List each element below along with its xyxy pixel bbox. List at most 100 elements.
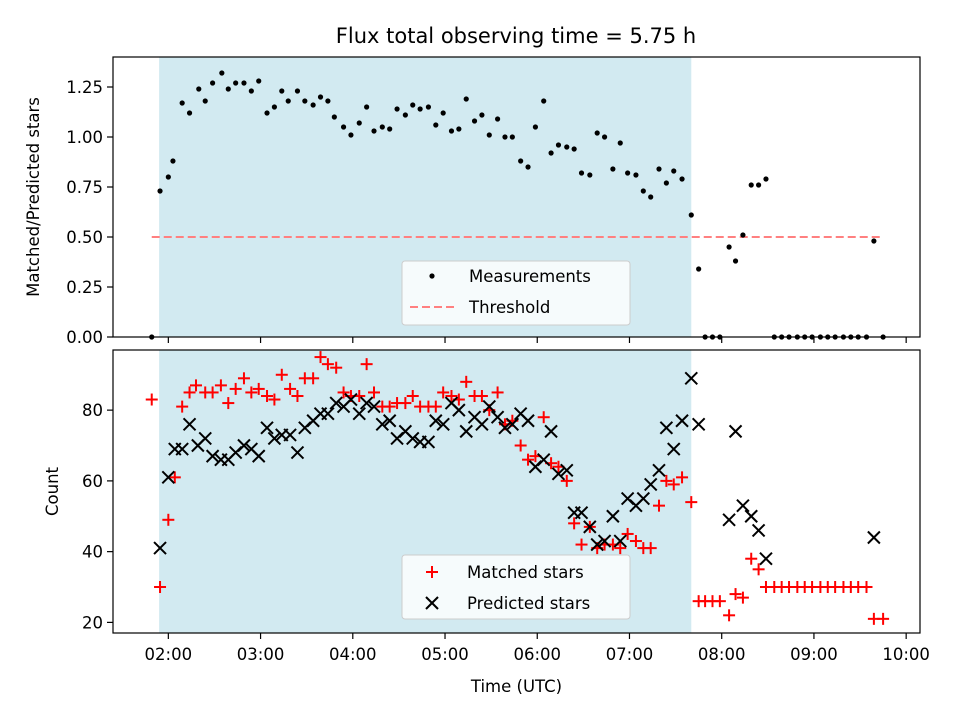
matched-star-point <box>321 358 334 371</box>
predicted-star-point-b <box>252 449 266 463</box>
matched-stars-points <box>145 351 890 625</box>
measurement-point <box>279 88 285 94</box>
measurement-point <box>417 106 423 112</box>
measurement-point <box>740 232 746 238</box>
measurement-point <box>456 126 462 132</box>
predicted-star-point <box>590 537 604 552</box>
predicted-star-point-b <box>590 537 604 552</box>
predicted-stars-legend-label: Predicted stars <box>467 594 590 613</box>
top-ytick-label: 1.00 <box>66 128 103 147</box>
matched-star-point <box>406 389 419 402</box>
measurement-point <box>594 130 600 136</box>
measurement-point <box>541 98 547 104</box>
measurement-point <box>640 188 646 194</box>
predicted-star-point-b <box>684 371 698 386</box>
measurement-point <box>463 96 469 102</box>
predicted-star-point <box>482 399 496 414</box>
measurement-point <box>170 158 176 164</box>
predicted-star-point <box>161 470 176 485</box>
predicted-star-point <box>613 534 627 548</box>
predicted-star-point-b <box>505 417 520 431</box>
matched-star-point <box>729 588 742 601</box>
predicted-star-point <box>205 449 220 463</box>
xtick-label: 07:00 <box>606 645 654 664</box>
predicted-star-point-b <box>153 541 167 555</box>
top-ytick-label: 1.25 <box>66 78 103 97</box>
predicted-star-point-b <box>513 406 528 421</box>
measurement-point <box>448 128 455 134</box>
xtick-label: 05:00 <box>421 645 469 664</box>
top-x-ticks <box>167 337 907 343</box>
predicted-star-point <box>475 417 489 431</box>
predicted-star-point-b <box>675 414 689 428</box>
predicted-legend-glyph <box>425 596 439 610</box>
measurement-point <box>610 166 616 172</box>
predicted-star-point-b <box>436 417 450 431</box>
xtick-label: 10:00 <box>882 645 930 664</box>
predicted-star-point-b <box>467 410 482 424</box>
bottom-ytick-label: 60 <box>82 472 103 491</box>
predicted-star-point <box>691 417 706 431</box>
measurement-point <box>763 176 769 182</box>
predicted-star-point-b <box>198 431 212 446</box>
matched-star-point <box>475 389 488 402</box>
top-ytick-label: 0.75 <box>66 178 103 197</box>
measurement-point <box>256 78 262 84</box>
measurement-point <box>525 164 531 170</box>
predicted-star-point-b <box>182 417 197 431</box>
measurement-point <box>494 116 501 122</box>
measurement-point <box>548 150 554 156</box>
predicted-star-point <box>198 431 212 446</box>
measurement-point <box>196 86 202 92</box>
predicted-star-point-b <box>406 431 420 446</box>
predicted-star-point <box>736 498 750 513</box>
measurement-point <box>433 122 439 128</box>
matched-star-point <box>307 372 320 385</box>
top-ytick-label: 0.25 <box>66 278 103 297</box>
matched-star-point <box>291 389 304 402</box>
measurement-point <box>233 80 239 86</box>
predicted-star-point-b <box>321 406 335 421</box>
bottom-y-ticks: 20 40 60 80 <box>82 401 113 632</box>
predicted-star-point-b <box>352 406 366 421</box>
predicted-star-point <box>505 417 520 431</box>
matched-star-point <box>568 517 581 530</box>
measurement-point <box>688 212 694 218</box>
measurement-point <box>248 88 254 94</box>
predicted-star-point-b <box>722 513 736 527</box>
matched-star-point <box>445 389 458 402</box>
predicted-star-point-b <box>490 410 505 424</box>
predicted-star-point <box>153 541 167 555</box>
xtick-label: 06:00 <box>513 645 561 664</box>
predicted-star-point <box>329 396 343 410</box>
measurements-legend-marker <box>429 273 435 279</box>
predicted-star-point-b <box>544 424 558 439</box>
predicted-star-point-b <box>382 414 397 428</box>
predicted-star-point-b <box>736 498 750 513</box>
predicted-star-point-b <box>728 424 743 439</box>
measurement-point <box>601 134 608 140</box>
predicted-star-point-b <box>659 421 674 435</box>
measurement-point <box>241 80 247 86</box>
predicted-star-point-b <box>482 399 496 414</box>
measurement-point <box>656 166 662 172</box>
predicted-star-point-b <box>237 438 251 453</box>
measurement-point <box>671 168 677 174</box>
measurement-point <box>179 100 185 106</box>
predicted-star-point <box>722 513 736 527</box>
predicted-star-point <box>290 445 305 460</box>
predicted-star-point-b <box>636 491 651 506</box>
measurement-point <box>679 176 685 182</box>
bottom-legend-box <box>401 554 631 620</box>
measurement-point <box>625 170 631 176</box>
top-y-axis-label: Matched/Predicted stars <box>24 97 43 297</box>
predicted-star-point <box>751 523 766 538</box>
predicted-star-point-b <box>459 424 473 439</box>
matched-star-point <box>168 471 181 484</box>
predicted-star-point-b <box>613 534 627 548</box>
measurement-point <box>364 104 370 110</box>
matched-stars-legend-label: Matched stars <box>467 563 584 582</box>
predicted-star-point-b <box>537 452 551 467</box>
matched-star-point <box>660 474 673 487</box>
measurement-point <box>633 172 639 178</box>
